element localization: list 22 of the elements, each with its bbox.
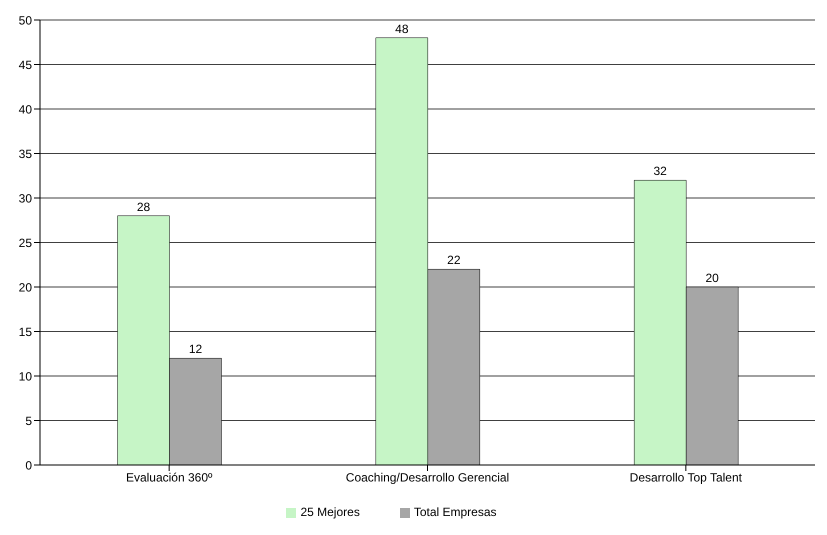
data-label: 12 <box>188 342 202 356</box>
y-tick-label: 0 <box>25 458 32 472</box>
x-tick-label: Coaching/Desarrollo Gerencial <box>346 470 510 485</box>
legend-label: Total Empresas <box>414 505 497 519</box>
y-tick-label: 45 <box>18 58 32 72</box>
y-tick-label: 40 <box>18 102 32 116</box>
data-label: 20 <box>705 271 720 285</box>
y-tick-label: 50 <box>18 13 32 28</box>
y-tick-label: 10 <box>18 369 32 384</box>
data-label: 28 <box>136 200 150 214</box>
data-label: 22 <box>447 253 461 268</box>
y-tick-label: 20 <box>18 280 32 294</box>
data-label: 48 <box>395 22 409 36</box>
x-tick-label: Desarrollo Top Talent <box>630 470 743 485</box>
y-tick-label: 5 <box>25 414 32 428</box>
data-label: 32 <box>653 164 668 178</box>
y-tick-label: 15 <box>18 324 32 339</box>
legend-label: 25 Mejores <box>300 505 360 519</box>
y-tick-label: 30 <box>18 191 32 206</box>
y-tick-label: 35 <box>18 146 32 161</box>
y-tick-label: 25 <box>18 236 32 250</box>
x-tick-label: Evaluación 360º <box>126 470 213 485</box>
